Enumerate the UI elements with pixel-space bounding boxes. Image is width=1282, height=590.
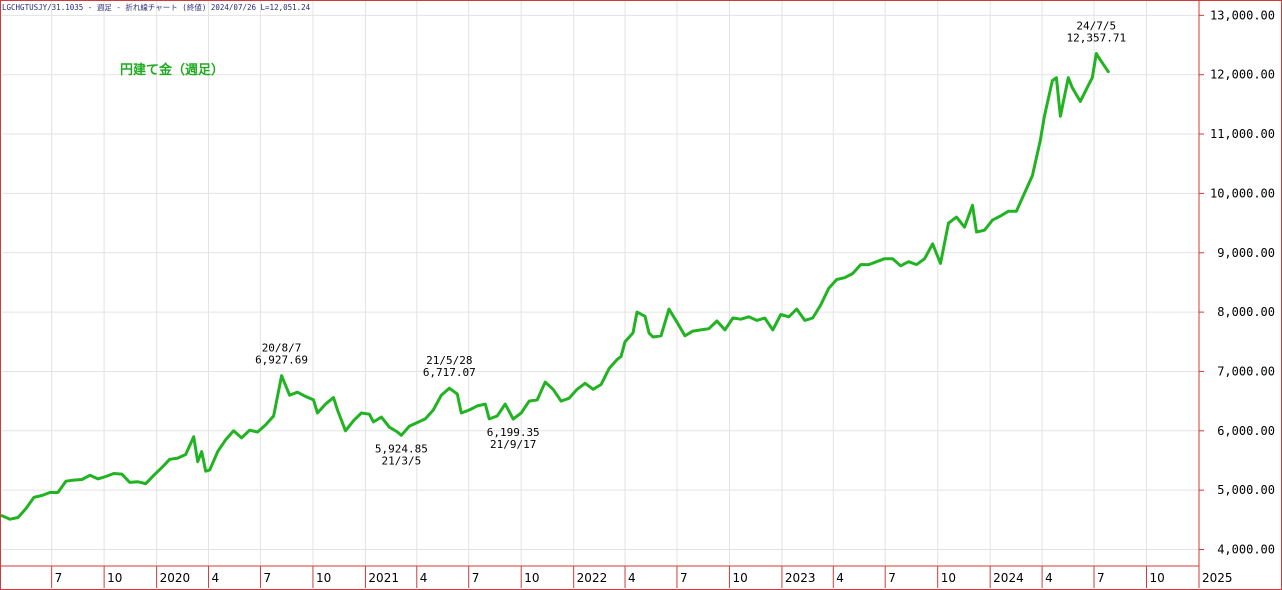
y-tick-label: 13,000.00 — [1210, 8, 1275, 22]
x-tick-label: 2025 — [1202, 571, 1233, 585]
x-tick-label: 10 — [316, 571, 331, 585]
y-tick-label: 11,000.00 — [1210, 127, 1275, 141]
x-tick-label: 2023 — [785, 571, 816, 585]
chart-title: 円建て金（週足） — [120, 62, 224, 78]
annotation-label: 12,357.71 — [1066, 31, 1126, 44]
annotation-label: 20/8/7 — [262, 342, 302, 355]
x-tick-label: 4 — [212, 571, 220, 585]
y-tick-label: 7,000.00 — [1217, 364, 1275, 378]
x-tick-label: 10 — [1150, 571, 1165, 585]
y-axis: 4,000.00 5,000.00 6,000.00 7,000.00 8,000.00… — [1198, 0, 1275, 588]
annotation-label: 21/9/17 — [490, 438, 536, 451]
x-tick-label: 4 — [628, 571, 636, 585]
y-tick-label: 12,000.00 — [1210, 68, 1275, 82]
x-tick-label: 2020 — [160, 571, 191, 585]
x-tick-label: 4 — [1045, 571, 1053, 585]
chart-header: LGCHGTUSJY/31.1035 - 週足 - 折れ線チャート (終値) 2… — [2, 2, 311, 12]
x-tick-label: 7 — [1097, 571, 1105, 585]
x-tick-label: 7 — [263, 571, 271, 585]
point-annotation: 21/5/286,717.07 — [423, 354, 476, 379]
x-tick-label: 7 — [472, 571, 480, 585]
y-tick-label: 5,000.00 — [1217, 483, 1275, 497]
x-tick-label: 2021 — [368, 571, 399, 585]
annotation-label: 5,924.85 — [375, 442, 428, 455]
annotation-label: 6,927.69 — [255, 354, 308, 367]
x-tick-label: 2022 — [577, 571, 608, 585]
x-tick-label: 4 — [836, 571, 844, 585]
x-tick-label: 10 — [941, 571, 956, 585]
y-tick-label: 10,000.00 — [1210, 186, 1275, 200]
y-tick-label: 4,000.00 — [1217, 543, 1275, 557]
x-tick-label: 10 — [524, 571, 539, 585]
x-tick-label: 7 — [55, 571, 63, 585]
x-tick-label: 2024 — [993, 571, 1024, 585]
x-tick-label: 10 — [107, 571, 122, 585]
series-layer — [0, 52, 1110, 521]
point-annotation: 20/8/76,927.69 — [255, 342, 308, 367]
annotation-label: 6,199.35 — [487, 426, 540, 439]
annotation-label: 6,717.07 — [423, 366, 476, 379]
x-tick-label: 7 — [680, 571, 688, 585]
y-tick-label: 9,000.00 — [1217, 246, 1275, 260]
x-tick-label: 7 — [888, 571, 896, 585]
series-line-0 — [0, 52, 1110, 521]
y-tick-label: 6,000.00 — [1217, 424, 1275, 438]
annotation-label: 21/5/28 — [426, 354, 472, 367]
x-tick-label: 4 — [420, 571, 428, 585]
annotation-label: 24/7/5 — [1076, 19, 1116, 32]
point-annotation: 24/7/512,357.71 — [1066, 19, 1126, 44]
x-tick-label: 10 — [732, 571, 747, 585]
annotation-label: 21/3/5 — [382, 454, 422, 467]
y-tick-label: 8,000.00 — [1217, 305, 1275, 319]
